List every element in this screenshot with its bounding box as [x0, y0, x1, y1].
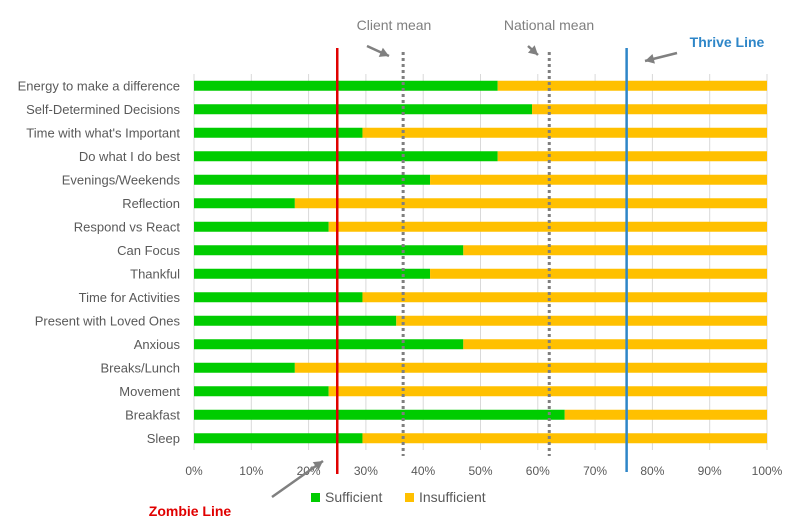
bar-sufficient	[194, 174, 431, 185]
x-tick-label: 80%	[640, 464, 664, 478]
category-label: Breakfast	[125, 407, 180, 422]
bar-sufficient	[194, 315, 397, 326]
bar-insufficient	[362, 292, 767, 303]
bar-sufficient	[194, 292, 363, 303]
legend-swatch-insufficient	[405, 493, 414, 502]
category-label: Thankful	[130, 266, 180, 281]
category-label: Evenings/Weekends	[62, 172, 181, 187]
category-label: Self-Determined Decisions	[26, 102, 180, 117]
bar-sufficient	[194, 386, 329, 397]
category-label: Breaks/Lunch	[101, 360, 181, 375]
thrive-line-arrowhead	[645, 53, 655, 64]
zombie-line-arrow	[271, 459, 324, 499]
client-mean-arrowhead	[378, 47, 389, 57]
bar-sufficient	[194, 245, 464, 256]
bar-insufficient	[463, 339, 767, 350]
category-label: Respond vs React	[74, 219, 181, 234]
x-tick-label: 100%	[752, 464, 783, 478]
category-label: Can Focus	[117, 243, 180, 258]
bar-sufficient	[194, 80, 498, 91]
x-tick-label: 40%	[411, 464, 435, 478]
bar-insufficient	[564, 409, 767, 420]
bar-insufficient	[328, 386, 767, 397]
bar-insufficient	[294, 362, 767, 373]
category-label: Time for Activities	[79, 290, 181, 305]
bar-insufficient	[497, 151, 767, 162]
category-label: Anxious	[134, 337, 181, 352]
bar-insufficient	[362, 433, 767, 444]
x-tick-label: 30%	[354, 464, 378, 478]
bar-sufficient	[194, 127, 363, 138]
national-mean-arrowhead	[527, 45, 538, 55]
x-tick-label: 60%	[526, 464, 550, 478]
x-tick-label: 10%	[239, 464, 263, 478]
bar-insufficient	[362, 127, 767, 138]
bar-sufficient	[194, 221, 329, 232]
bar-sufficient	[194, 362, 295, 373]
category-label: Movement	[119, 384, 180, 399]
bar-sufficient	[194, 198, 295, 209]
category-label: Sleep	[147, 431, 180, 446]
bars	[194, 80, 767, 444]
legend-swatch-sufficient	[311, 493, 320, 502]
bar-insufficient	[532, 104, 767, 115]
bar-sufficient	[194, 409, 565, 420]
national-mean-label: National mean	[504, 17, 594, 33]
x-tick-labels: 0%10%20%30%40%50%60%70%80%90%100%	[185, 464, 782, 478]
category-label: Time with what's Important	[26, 125, 180, 140]
legend: Sufficient Insufficient	[311, 489, 486, 505]
reference-lines: Zombie Line Client mean National mean Thriv…	[149, 17, 765, 519]
bar-insufficient	[430, 268, 767, 279]
bar-insufficient	[294, 198, 767, 209]
bar-sufficient	[194, 433, 363, 444]
bar-sufficient	[194, 268, 431, 279]
category-label: Do what I do best	[79, 149, 181, 164]
bar-insufficient	[396, 315, 767, 326]
x-tick-label: 0%	[185, 464, 203, 478]
x-tick-label: 90%	[698, 464, 722, 478]
bar-sufficient	[194, 151, 498, 162]
x-tick-label: 50%	[468, 464, 492, 478]
category-label: Energy to make a difference	[18, 78, 180, 93]
category-labels: Energy to make a difference Self-Determin…	[18, 78, 181, 446]
bar-sufficient	[194, 104, 533, 115]
bar-insufficient	[497, 80, 767, 91]
bar-insufficient	[430, 174, 767, 185]
x-tick-label: 70%	[583, 464, 607, 478]
client-mean-label: Client mean	[357, 17, 432, 33]
zombie-line-label: Zombie Line	[149, 503, 232, 519]
bar-insufficient	[463, 245, 767, 256]
zombie-line-arrowhead	[312, 461, 323, 471]
category-label: Present with Loved Ones	[35, 313, 181, 328]
legend-label-insufficient: Insufficient	[419, 489, 486, 505]
legend-label-sufficient: Sufficient	[325, 489, 382, 505]
category-label: Reflection	[122, 196, 180, 211]
bar-sufficient	[194, 339, 464, 350]
thrive-line-label: Thrive Line	[690, 34, 765, 50]
